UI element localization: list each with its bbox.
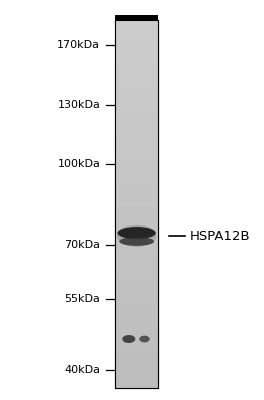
Text: HSPA12B: HSPA12B [190,230,251,243]
Text: 40kDa: 40kDa [64,366,100,376]
Ellipse shape [122,335,135,343]
Bar [115,15,158,20]
Text: 100kDa: 100kDa [58,159,100,169]
Bar [115,20,158,388]
Ellipse shape [117,225,156,247]
Text: 55kDa: 55kDa [64,294,100,304]
Ellipse shape [139,336,150,342]
Ellipse shape [119,237,154,246]
Text: 70kDa: 70kDa [64,240,100,250]
Text: 170kDa: 170kDa [57,40,100,50]
Bar [115,20,158,388]
Text: 130kDa: 130kDa [58,100,100,110]
Ellipse shape [117,227,156,239]
